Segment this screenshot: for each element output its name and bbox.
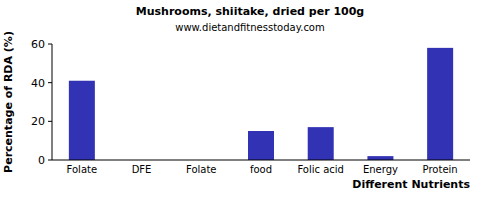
x-tick-label: food: [250, 164, 272, 175]
y-tick-label: 20: [31, 115, 45, 128]
y-tick: [48, 44, 52, 45]
y-tick: [48, 160, 52, 161]
x-axis-label: Different Nutrients: [352, 178, 470, 191]
x-tick-label: DFE: [132, 164, 152, 175]
y-axis: [52, 44, 53, 160]
bar: [367, 156, 393, 160]
x-tick-label: Folic acid: [297, 164, 344, 175]
y-tick-label: 0: [38, 154, 45, 167]
x-axis: [52, 160, 470, 161]
bar: [248, 131, 274, 160]
y-tick: [48, 82, 52, 83]
bar: [427, 48, 453, 160]
x-tick-label: Protein: [423, 164, 458, 175]
subtitle: www.dietandfitnesstoday.com: [175, 22, 324, 33]
bars: [69, 48, 453, 160]
y-tick: [48, 121, 52, 122]
y-tick-label: 40: [31, 77, 45, 90]
title: Mushrooms, shiitake, dried per 100g: [136, 5, 364, 18]
y-tick-label: 60: [31, 38, 45, 51]
y-axis-label: Percentage of RDA (%): [2, 31, 15, 173]
bar: [69, 81, 95, 160]
bar: [308, 127, 334, 160]
x-tick-label: Folate: [186, 164, 217, 175]
x-tick-label: Folate: [67, 164, 98, 175]
chart: Mushrooms, shiitake, dried per 100g www.d…: [0, 0, 500, 200]
x-tick-label: Energy: [363, 164, 398, 175]
